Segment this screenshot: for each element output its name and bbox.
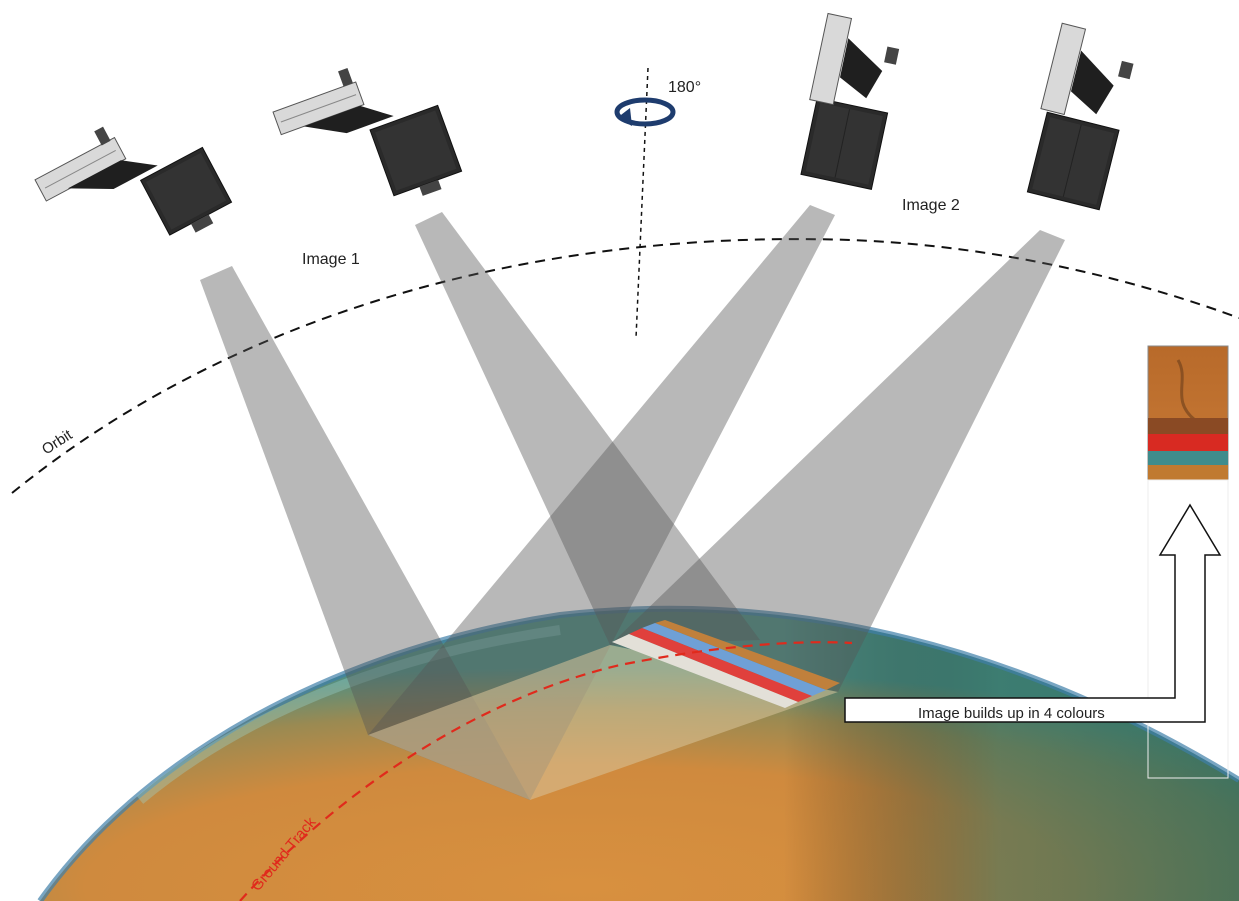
rotation-axis-line — [635, 67, 649, 339]
colour-bands — [612, 620, 840, 708]
spacecraft-icon — [34, 126, 233, 236]
inset-panel — [1147, 479, 1229, 779]
band-orange — [655, 620, 840, 690]
band-blue — [642, 623, 826, 696]
image-1-label: Image 1 — [302, 251, 360, 268]
band-white — [612, 634, 798, 708]
beam-2-right — [610, 230, 1065, 692]
builds-up-label: Image builds up in 4 colours — [918, 705, 1105, 722]
colour-image-thumbnail — [1147, 345, 1229, 481]
orbit-line — [11, 238, 1239, 494]
image-footprint — [368, 645, 838, 800]
band-red — [629, 628, 812, 702]
spacecraft-icon — [1026, 22, 1134, 211]
beam-2-left — [368, 205, 835, 800]
up-arrow-icon — [844, 503, 1222, 723]
spacecraft-icon — [800, 12, 900, 190]
image-2-label: Image 2 — [902, 197, 960, 214]
rotation-arrow-icon — [614, 97, 676, 127]
spacecraft-icon — [272, 67, 463, 197]
beam-1-left — [200, 266, 530, 800]
orbit-label: Orbit — [39, 426, 76, 458]
camera-beams — [200, 205, 1065, 800]
rotation-label: 180° — [668, 79, 701, 96]
ground-track-line — [239, 641, 853, 901]
beam-1-right — [415, 212, 760, 645]
